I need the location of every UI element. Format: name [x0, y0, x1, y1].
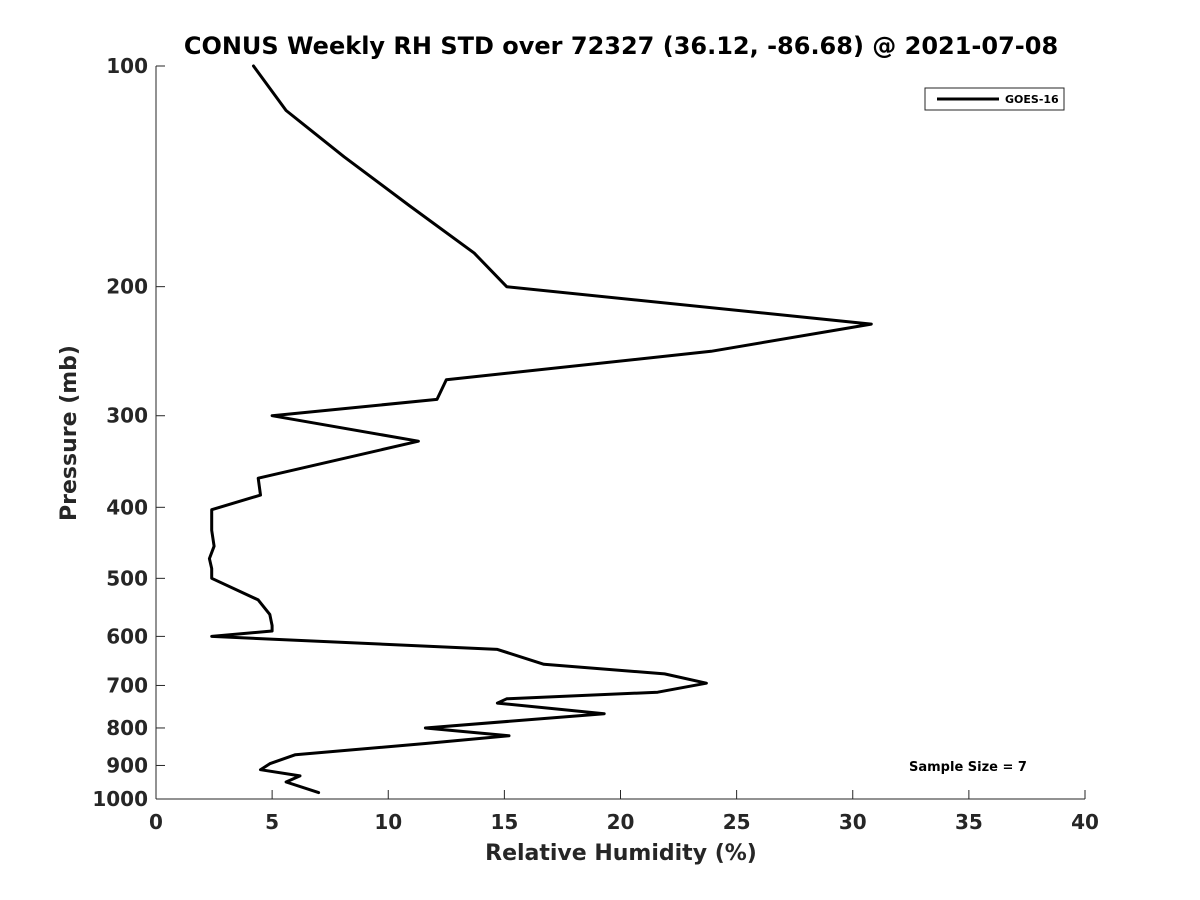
x-tick-label: 30 — [839, 810, 867, 834]
x-tick-label: 15 — [490, 810, 518, 834]
series-line-goes16 — [207, 64, 873, 795]
chart-title: CONUS Weekly RH STD over 72327 (36.12, -… — [184, 32, 1058, 60]
series-lines — [207, 64, 873, 795]
legend-label-goes16: GOES-16 — [1005, 93, 1059, 106]
y-tick-label: 400 — [106, 495, 148, 519]
y-tick-label: 600 — [106, 624, 148, 648]
y-tick-label: 200 — [106, 275, 148, 299]
x-tick-label: 40 — [1071, 810, 1099, 834]
x-axis-label: Relative Humidity (%) — [485, 841, 757, 866]
y-axis-label: Pressure (mb) — [57, 345, 82, 521]
x-tick-label: 5 — [265, 810, 279, 834]
x-tick-label: 10 — [374, 810, 402, 834]
y-tick-label: 300 — [106, 404, 148, 428]
x-tick-label: 35 — [955, 810, 983, 834]
y-tick-label: 1000 — [92, 787, 148, 811]
x-ticks: 0 5 10 15 20 25 30 35 40 — [149, 790, 1099, 834]
y-tick-label: 500 — [106, 566, 148, 590]
y-tick-label: 900 — [106, 753, 148, 777]
y-tick-label: 800 — [106, 716, 148, 740]
y-tick-label: 100 — [106, 54, 148, 78]
legend: GOES-16 — [924, 87, 1065, 111]
x-tick-label: 25 — [723, 810, 751, 834]
x-tick-label: 20 — [607, 810, 635, 834]
y-tick-label: 700 — [106, 673, 148, 697]
y-ticks: 100 200 300 400 500 600 700 800 900 1000 — [92, 54, 165, 811]
x-tick-label: 0 — [149, 810, 163, 834]
sample-size-annotation: Sample Size = 7 — [909, 760, 1027, 775]
